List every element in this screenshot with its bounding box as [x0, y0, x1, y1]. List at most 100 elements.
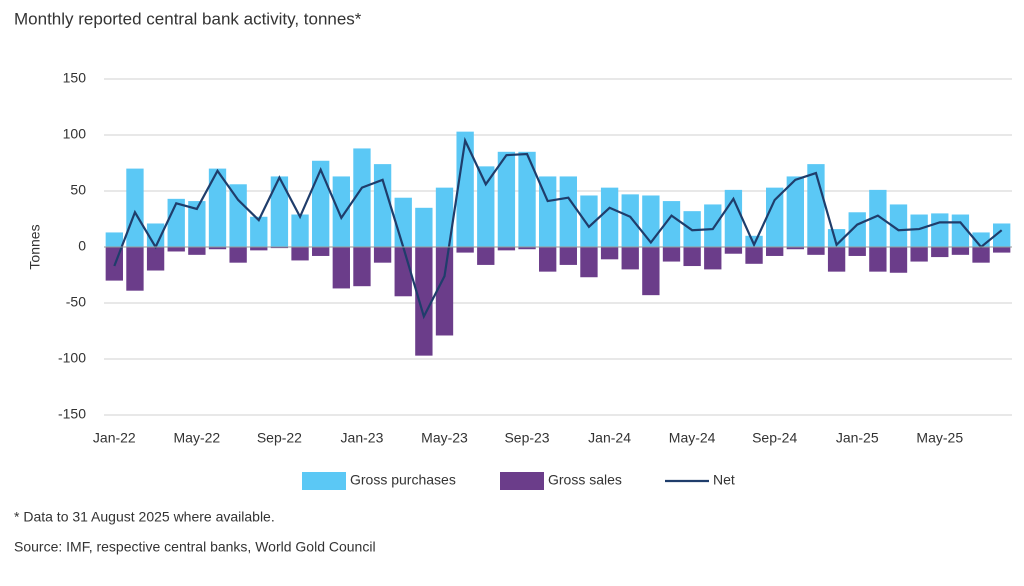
x-tick-label: Sep-24: [752, 430, 797, 446]
bar: [951, 247, 970, 255]
bar: [229, 184, 247, 247]
bar: [539, 176, 557, 247]
x-tick-label: May-22: [174, 430, 221, 446]
bar: [910, 214, 928, 247]
bar: [105, 232, 123, 247]
bar: [188, 201, 206, 247]
bar: [373, 164, 392, 247]
net-line: [113, 136, 1003, 320]
bar: [394, 247, 412, 297]
bar: [972, 247, 990, 263]
bar: [704, 247, 722, 270]
bar: [889, 204, 908, 247]
bar: [126, 168, 144, 247]
bar: [229, 247, 247, 263]
bar: [807, 247, 825, 255]
bar: [848, 247, 866, 256]
legend-label: Net: [713, 472, 735, 488]
y-tick-label: 50: [70, 182, 86, 198]
bar: [786, 176, 804, 247]
bar: [600, 247, 619, 260]
y-tick-label: -150: [58, 406, 86, 422]
bar: [456, 247, 474, 253]
y-tick-label: 100: [63, 126, 87, 142]
bar: [745, 247, 763, 264]
bar: [724, 247, 743, 254]
bar: [291, 214, 309, 247]
bar: [580, 195, 598, 247]
footnote: * Data to 31 August 2025 where available…: [14, 509, 275, 525]
bar: [662, 201, 681, 247]
bar: [993, 247, 1011, 253]
bar: [910, 247, 928, 262]
bar: [704, 204, 722, 247]
bar: [497, 247, 516, 251]
y-tick-label: 150: [63, 70, 87, 86]
x-tick-label: Sep-22: [257, 430, 302, 446]
bar: [250, 216, 268, 247]
bar: [291, 247, 309, 261]
x-tick-label: May-24: [669, 430, 716, 446]
bar: [559, 247, 577, 265]
bar: [312, 160, 330, 247]
x-tick-label: Sep-23: [504, 430, 549, 446]
bar: [766, 187, 784, 247]
bar: [435, 187, 454, 247]
x-tick-label: May-25: [916, 430, 963, 446]
bar: [642, 247, 660, 296]
legend-swatch: [500, 472, 544, 490]
bar: [869, 247, 887, 272]
bar: [559, 176, 577, 247]
bar: [497, 151, 516, 247]
bar: [931, 213, 949, 247]
bar: [889, 247, 908, 273]
bar: [518, 247, 536, 250]
bar: [642, 195, 660, 247]
bar: [208, 168, 227, 247]
bar: [250, 247, 268, 251]
bar: [373, 247, 392, 263]
bar: [332, 176, 350, 247]
legend-swatch: [302, 472, 346, 490]
bar: [621, 194, 639, 247]
x-tick-label: Jan-22: [93, 430, 136, 446]
y-axis-label: Tonnes: [27, 224, 43, 269]
bar: [167, 247, 185, 252]
bar: [745, 235, 763, 247]
bar: [766, 247, 784, 256]
bar: [827, 247, 846, 272]
bar: [539, 247, 557, 272]
legend-label: Gross purchases: [350, 472, 456, 488]
bar: [188, 247, 206, 255]
bar: [683, 247, 701, 267]
bar: [848, 212, 866, 247]
bar: [208, 247, 227, 250]
bar: [415, 207, 433, 247]
bar: [435, 247, 454, 336]
bar: [332, 247, 350, 289]
x-tick-label: Jan-23: [341, 430, 384, 446]
bar: [394, 197, 412, 247]
y-tick-label: -100: [58, 350, 86, 366]
bar: [353, 247, 371, 287]
bar: [270, 176, 289, 247]
y-tick-label: 0: [78, 238, 86, 254]
x-tick-label: Jan-24: [588, 430, 631, 446]
x-tick-label: Jan-25: [836, 430, 879, 446]
bar: [270, 247, 289, 249]
chart-title: Monthly reported central bank activity, …: [14, 9, 362, 28]
source: Source: IMF, respective central banks, W…: [14, 539, 376, 555]
bar: [786, 247, 804, 250]
x-tick-label: May-23: [421, 430, 468, 446]
bar: [621, 247, 639, 270]
bar: [353, 148, 371, 247]
legend-label: Gross sales: [548, 472, 622, 488]
bar: [580, 247, 598, 278]
bar: [518, 151, 536, 247]
y-tick-label: -50: [66, 294, 86, 310]
bar: [662, 247, 681, 262]
bar: [600, 187, 619, 247]
bar: [869, 189, 887, 247]
bar: [146, 247, 165, 271]
